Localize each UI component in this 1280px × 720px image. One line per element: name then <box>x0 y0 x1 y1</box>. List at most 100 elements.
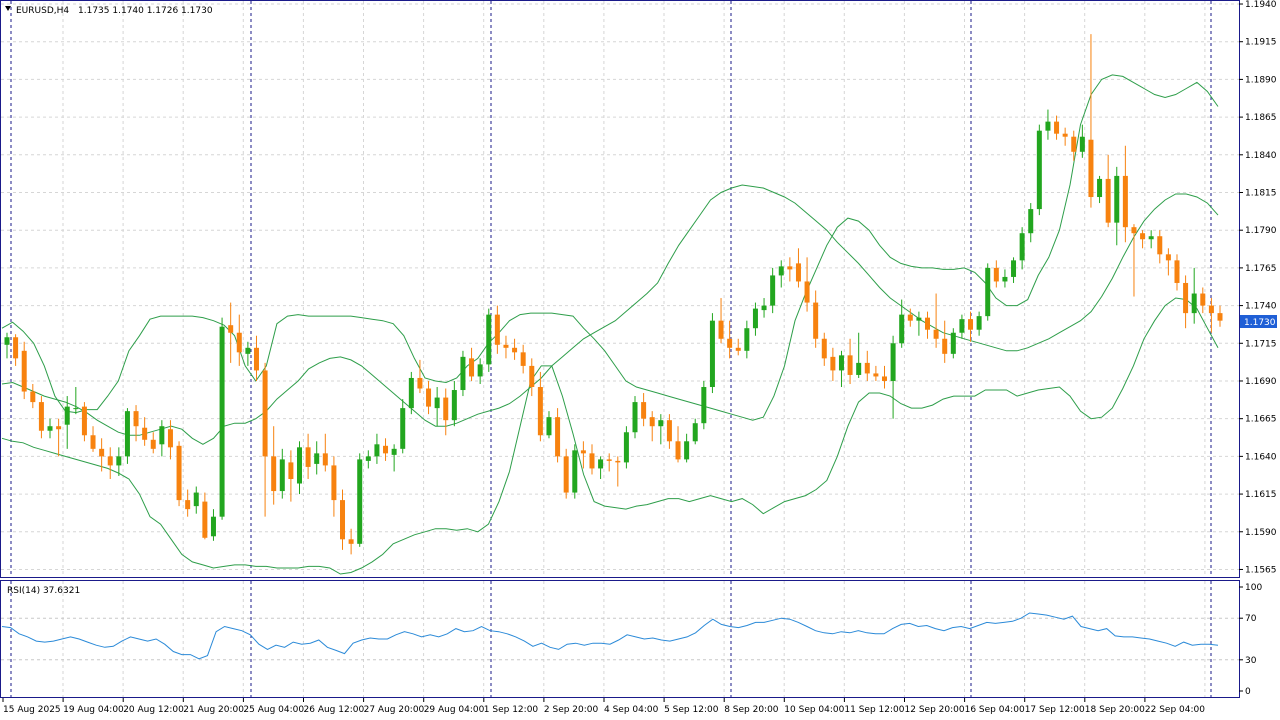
candle[interactable] <box>925 311 931 339</box>
candle[interactable] <box>81 402 87 442</box>
candle[interactable] <box>881 365 887 389</box>
candle[interactable] <box>1045 109 1051 140</box>
candle[interactable] <box>563 448 569 499</box>
candle[interactable] <box>1122 145 1128 243</box>
candle[interactable] <box>279 448 285 499</box>
candle[interactable] <box>167 420 173 460</box>
candle[interactable] <box>727 320 733 359</box>
candle[interactable] <box>426 380 432 415</box>
candles[interactable] <box>4 34 1223 555</box>
candle[interactable] <box>21 341 27 400</box>
candle[interactable] <box>787 257 793 282</box>
candle[interactable] <box>1208 298 1214 333</box>
candle[interactable] <box>271 426 277 505</box>
candle[interactable] <box>890 335 896 419</box>
candle[interactable] <box>202 492 208 540</box>
candle[interactable] <box>305 433 311 479</box>
candle[interactable] <box>598 456 604 479</box>
candle[interactable] <box>443 388 449 436</box>
candle[interactable] <box>391 444 397 472</box>
candle[interactable] <box>606 453 612 472</box>
candle[interactable] <box>1011 257 1017 283</box>
candle[interactable] <box>253 335 259 381</box>
candle[interactable] <box>314 441 320 475</box>
candle[interactable] <box>684 433 690 463</box>
candle[interactable] <box>813 290 819 348</box>
candle[interactable] <box>968 311 974 342</box>
candle[interactable] <box>856 332 862 378</box>
candle[interactable] <box>1062 127 1068 146</box>
candle[interactable] <box>142 417 148 446</box>
candle[interactable] <box>1131 224 1137 297</box>
candle[interactable] <box>1071 130 1077 161</box>
candle[interactable] <box>821 332 827 366</box>
candle[interactable] <box>176 441 182 507</box>
candle[interactable] <box>210 509 216 541</box>
candle[interactable] <box>1105 154 1111 228</box>
candle[interactable] <box>838 350 844 388</box>
candle[interactable] <box>529 358 535 397</box>
candle[interactable] <box>56 418 62 457</box>
candle[interactable] <box>1019 227 1025 270</box>
candle[interactable] <box>778 260 784 288</box>
candle[interactable] <box>873 365 879 381</box>
candle[interactable] <box>73 387 79 415</box>
candle[interactable] <box>1148 230 1154 249</box>
candle[interactable] <box>675 426 681 463</box>
candle[interactable] <box>744 320 750 359</box>
candle[interactable] <box>589 444 595 475</box>
candle[interactable] <box>133 405 139 442</box>
candle[interactable] <box>340 489 346 550</box>
candle[interactable] <box>959 314 965 339</box>
candle[interactable] <box>1114 166 1120 246</box>
candle[interactable] <box>1165 248 1171 276</box>
candle[interactable] <box>830 347 836 381</box>
candle[interactable] <box>503 335 509 359</box>
candle[interactable] <box>580 441 586 469</box>
candle[interactable] <box>288 450 294 502</box>
candle[interactable] <box>933 293 939 348</box>
candle[interactable] <box>64 396 70 449</box>
candle[interactable] <box>623 426 629 469</box>
candle[interactable] <box>1036 124 1042 216</box>
time-axis[interactable]: 15 Aug 2025 19 Aug 04:00 20 Aug 12:00 21 Au… <box>2 698 1205 715</box>
candle[interactable] <box>193 486 199 514</box>
candle[interactable] <box>899 299 905 348</box>
candle[interactable] <box>701 380 707 430</box>
candle[interactable] <box>469 347 475 381</box>
candle[interactable] <box>451 380 457 427</box>
candle[interactable] <box>107 447 113 479</box>
candle[interactable] <box>572 444 578 499</box>
candle[interactable] <box>150 432 156 454</box>
candle[interactable] <box>1140 230 1146 249</box>
candle[interactable] <box>692 418 698 445</box>
candle[interactable] <box>400 399 406 454</box>
candle[interactable] <box>185 489 191 517</box>
candle[interactable] <box>537 371 543 442</box>
candle[interactable] <box>348 528 354 555</box>
candle[interactable] <box>1002 269 1008 288</box>
candle[interactable] <box>993 260 999 288</box>
candle[interactable] <box>555 408 561 463</box>
candle[interactable] <box>666 414 672 449</box>
candle[interactable] <box>916 311 922 336</box>
candle[interactable] <box>124 408 130 464</box>
candle[interactable] <box>460 350 466 397</box>
candle[interactable] <box>219 317 225 520</box>
candle[interactable] <box>13 334 19 366</box>
candle[interactable] <box>641 393 647 427</box>
candle[interactable] <box>30 383 36 409</box>
candle[interactable] <box>1028 203 1034 243</box>
candle[interactable] <box>159 420 165 457</box>
candle[interactable] <box>942 320 948 363</box>
candle[interactable] <box>494 305 500 354</box>
candle[interactable] <box>357 453 363 547</box>
menu-triangle-icon[interactable] <box>5 6 11 11</box>
candle[interactable] <box>864 350 870 381</box>
candle[interactable] <box>331 456 337 517</box>
candle[interactable] <box>512 338 518 360</box>
candle[interactable] <box>1217 305 1223 327</box>
candle[interactable] <box>383 438 389 461</box>
